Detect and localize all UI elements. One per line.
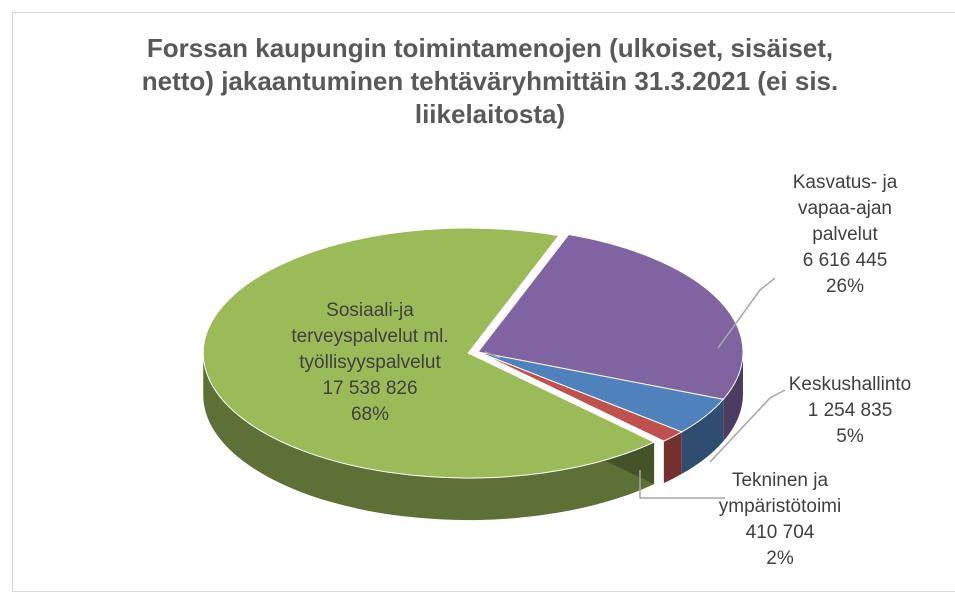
leader-line [639, 470, 725, 499]
label-value: 6 616 445 [802, 250, 888, 271]
label-percent: 2% [766, 548, 794, 569]
slice [202, 227, 656, 479]
label-value: 1 254 835 [807, 400, 893, 421]
label-name: Kasvatus- ja vapaa-ajan palvelut [792, 172, 898, 245]
label-percent: 26% [825, 276, 865, 297]
data-label: Kasvatus- ja vapaa-ajan palvelut 6 616 44… [770, 170, 920, 300]
data-label: Tekninen ja ympäristötoimi 410 704 2% [700, 468, 860, 572]
pie-layer [202, 227, 744, 479]
leader-line [709, 389, 786, 463]
label-percent: 5% [836, 426, 864, 447]
leader-line [717, 277, 776, 349]
data-label: Sosiaali-ja terveyspalvelut ml. työllisy… [270, 298, 470, 428]
slice-side [663, 431, 682, 484]
slice-side [723, 352, 743, 442]
slice [477, 233, 744, 400]
label-value: 410 704 [745, 522, 815, 543]
label-name: Keskushallinto [788, 374, 912, 395]
chart-title: Forssan kaupungin toimintamenojen (ulkoi… [141, 33, 839, 129]
slice [477, 351, 683, 442]
data-label: Keskushallinto 1 254 835 5% [775, 372, 925, 450]
slice-side [203, 353, 655, 521]
label-name: Tekninen ja ympäristötoimi [718, 470, 842, 517]
label-value: 17 538 826 [322, 378, 418, 399]
slice-side [681, 399, 724, 474]
label-name: Sosiaali-ja terveyspalvelut ml. työllisy… [291, 300, 449, 373]
leader-line [484, 351, 501, 359]
label-percent: 68% [350, 404, 390, 425]
